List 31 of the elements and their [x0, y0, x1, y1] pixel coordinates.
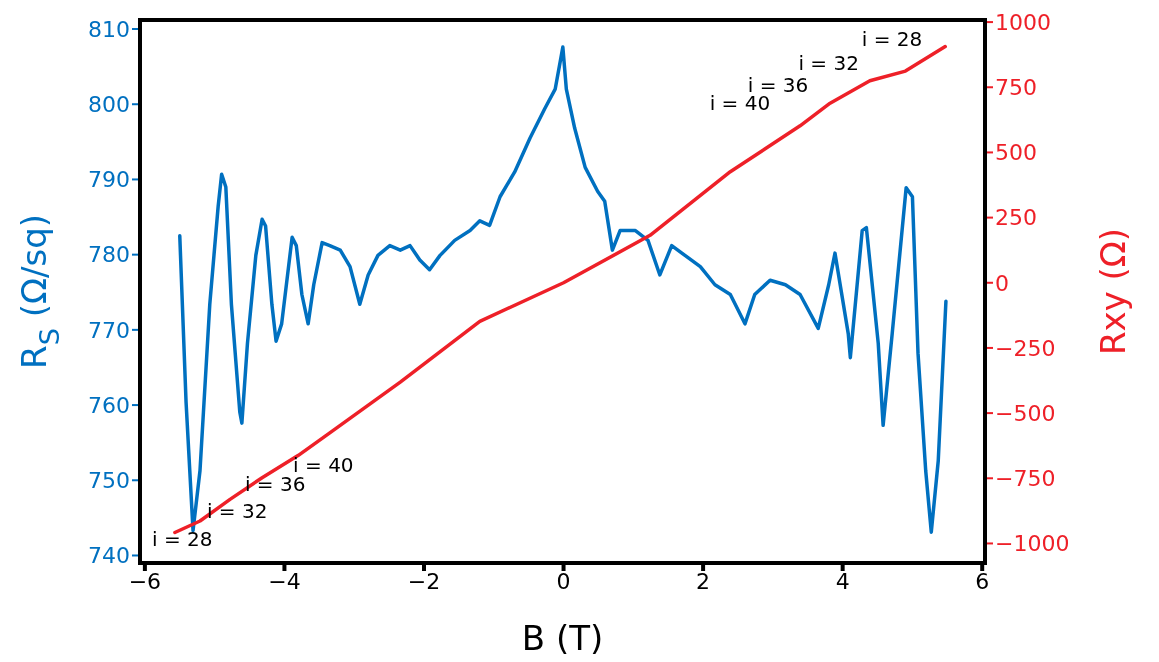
x-tick-label: 4 — [835, 568, 850, 594]
y2-axis-title: Rxy (Ω) — [1093, 227, 1133, 356]
y-tick-label: 800 — [88, 92, 130, 118]
y2-tick-label: 0 — [995, 270, 1009, 296]
y2-tick-label: 250 — [995, 205, 1037, 231]
annotation: i = 40 — [709, 91, 771, 116]
y2-tick-label: 750 — [995, 75, 1037, 101]
annotation: i = 28 — [152, 526, 213, 551]
y2-tick-label: −250 — [995, 335, 1056, 361]
y2-tick-label: −500 — [995, 400, 1056, 426]
x-tick-label: 0 — [556, 568, 571, 594]
y-tick-label: 750 — [88, 468, 130, 494]
y-tick-label: 770 — [88, 317, 130, 343]
y-tick-label: 760 — [88, 392, 130, 418]
y2-tick-label: 1000 — [995, 9, 1051, 35]
x-tick-label: −6 — [128, 568, 162, 594]
y-tick-label: 790 — [88, 167, 130, 193]
y-tick-label: 810 — [88, 16, 130, 42]
y2-tick-label: −1000 — [995, 531, 1070, 557]
y-tick-label: 740 — [88, 543, 130, 569]
x-tick-label: −2 — [407, 568, 441, 594]
annotation: i = 28 — [861, 27, 923, 51]
y2-tick-label: −750 — [995, 466, 1056, 492]
annotation: i = 32 — [206, 499, 268, 524]
y-tick-label: 780 — [88, 242, 130, 268]
x-tick-label: −4 — [268, 568, 301, 594]
y2-tick-label: 500 — [995, 140, 1037, 166]
annotation: i = 32 — [798, 51, 859, 76]
x-tick-label: 6 — [975, 568, 990, 594]
x-tick-label: 2 — [696, 568, 711, 594]
x-axis-title: B (T) — [521, 618, 604, 658]
